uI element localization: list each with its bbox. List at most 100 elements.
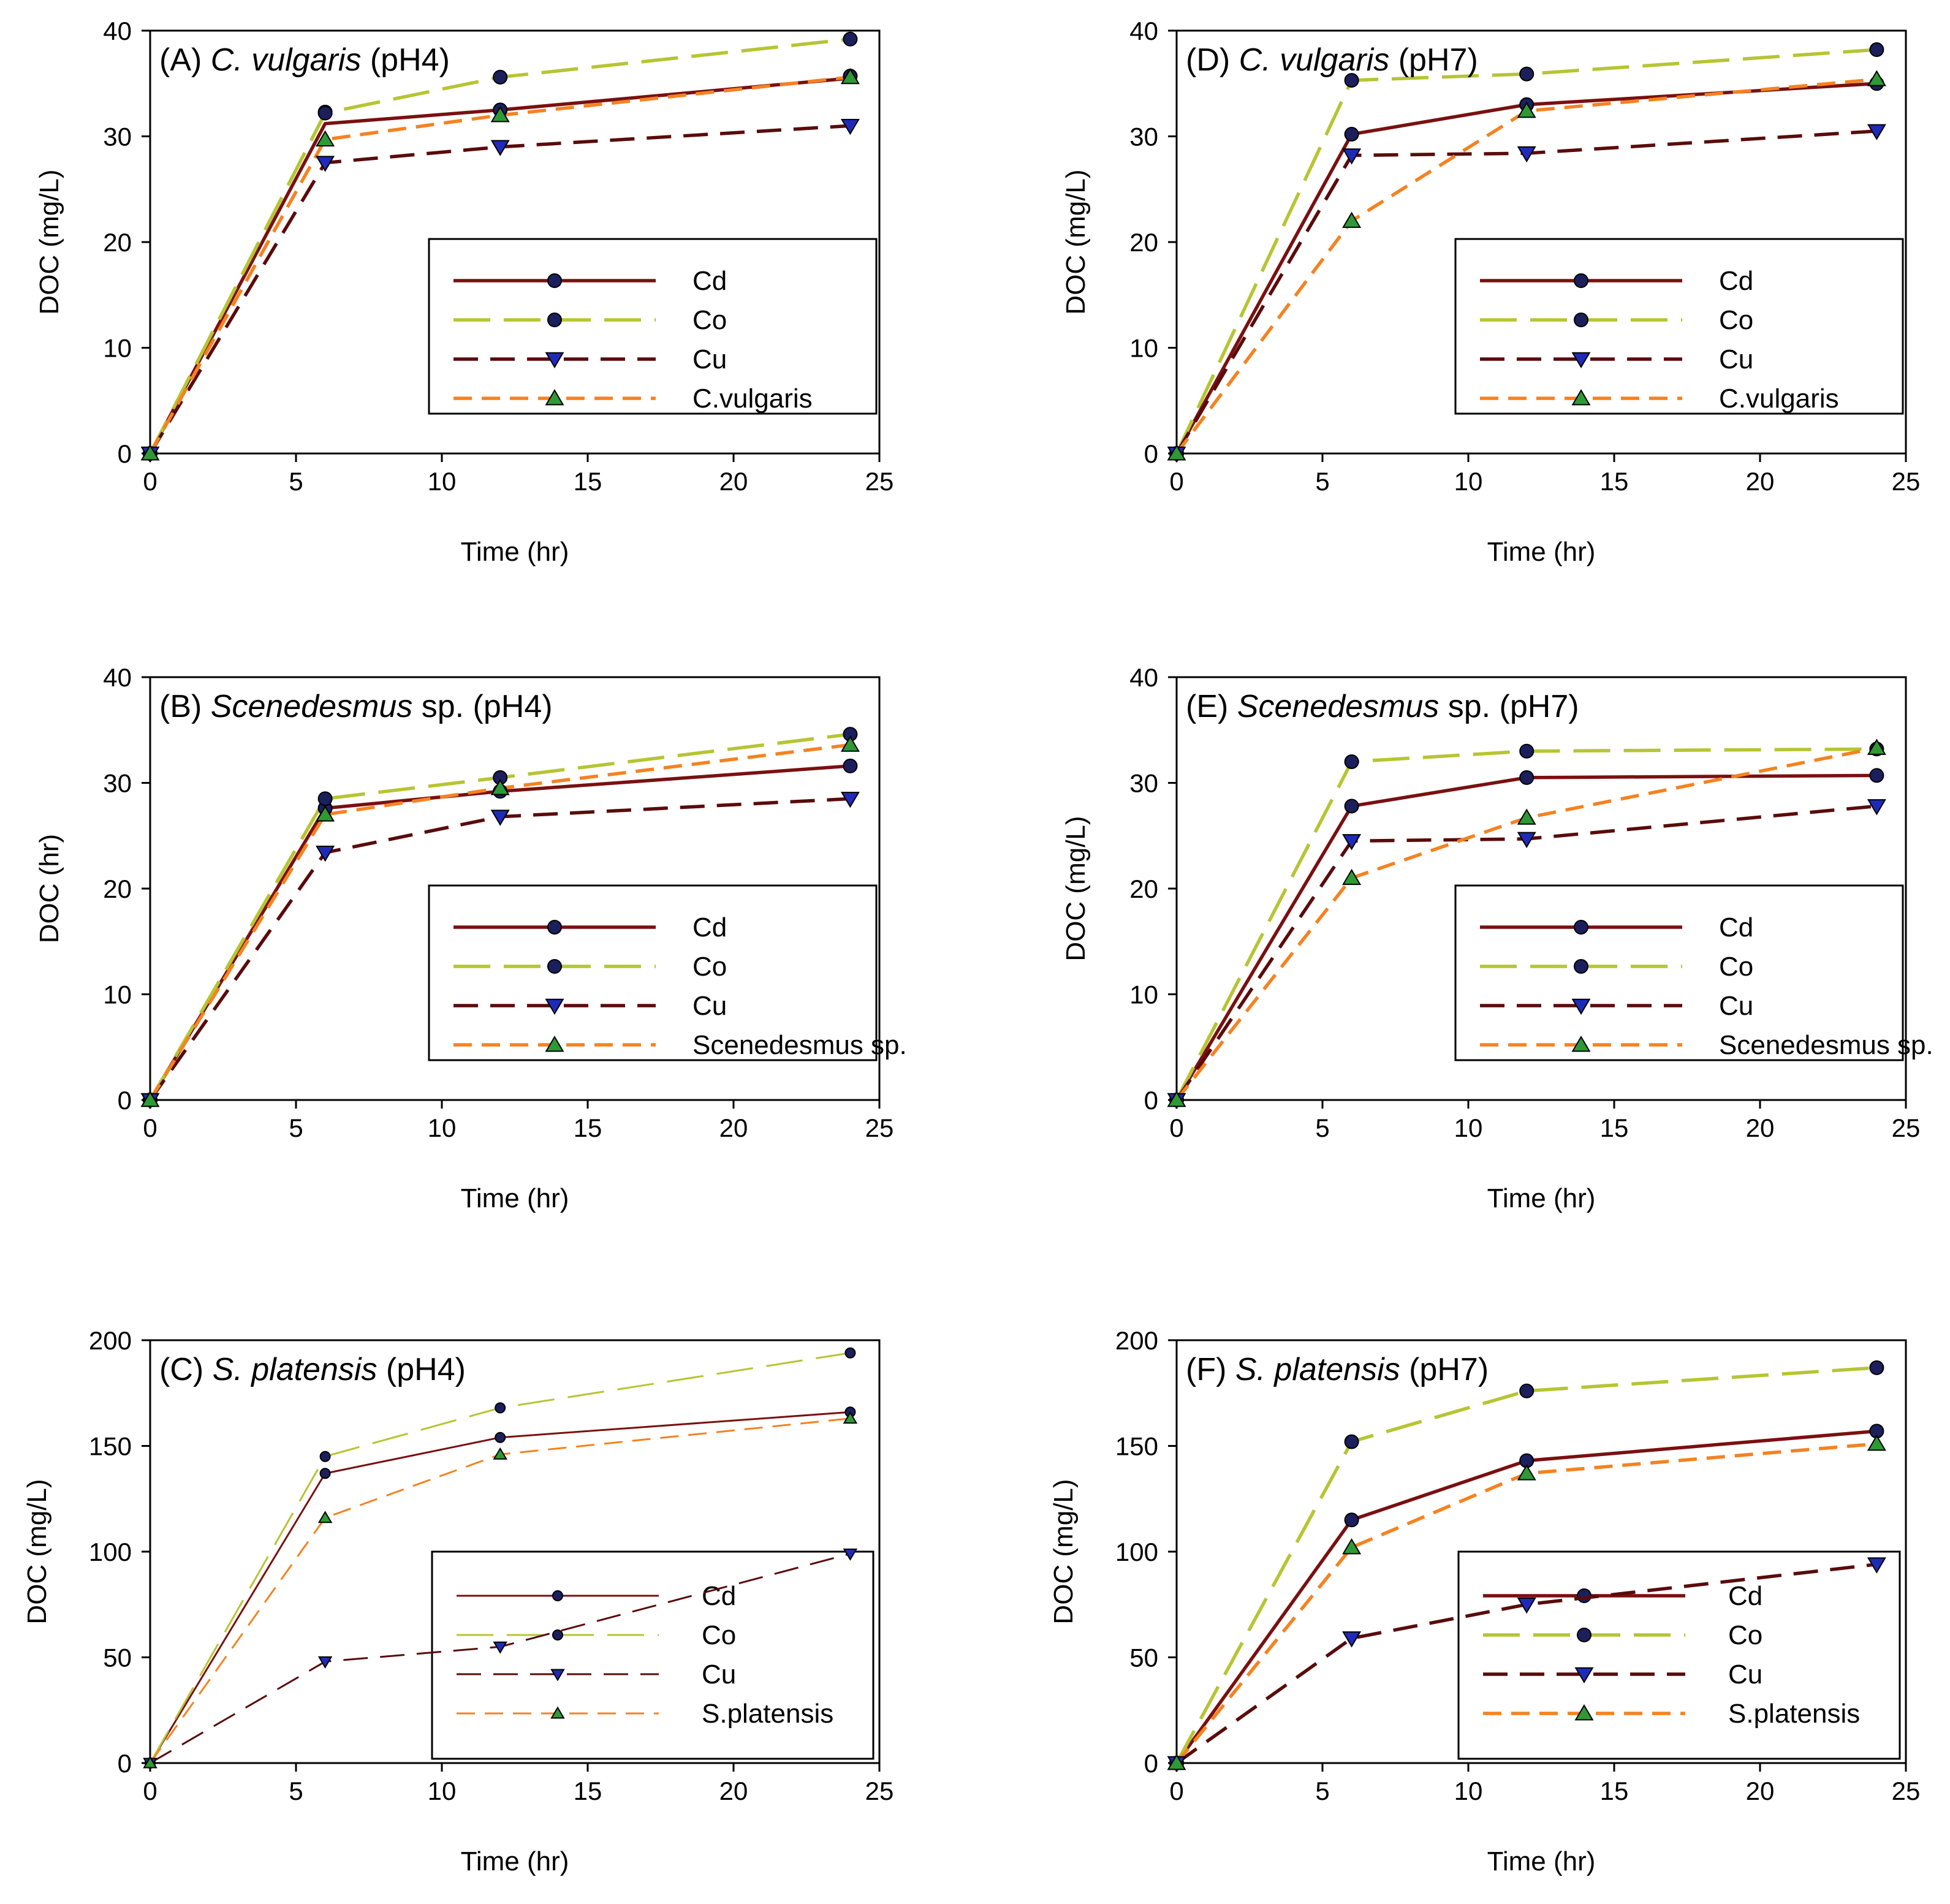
data-point-cu (316, 846, 335, 862)
data-point-cu (316, 156, 335, 172)
data-point-algae (840, 67, 860, 85)
y-axis-title: DOC (mg/L) (1049, 1479, 1079, 1624)
legend-label-cd: Cd (1728, 1581, 1762, 1611)
data-point-cu (1867, 1557, 1886, 1574)
legend-marker-co (547, 959, 562, 974)
data-point-algae (316, 805, 335, 822)
x-tick-label: 0 (1169, 1777, 1183, 1805)
panel-title: (E) Scenedesmus sp. (pH7) (1186, 689, 1579, 724)
legend-marker-algae (545, 1035, 564, 1052)
series-line-co (1175, 1366, 1877, 1764)
legend: Cd Co Cu Scenedesmus sp. (1454, 884, 1933, 1061)
x-tick-label: 25 (865, 467, 894, 496)
y-axis-title: DOC (mg/L) (22, 1479, 52, 1624)
x-tick-label: 20 (1746, 1777, 1775, 1805)
y-tick-label: 30 (1129, 123, 1158, 151)
data-point-cd (319, 1468, 331, 1479)
data-point-algae (1342, 211, 1362, 228)
data-point-algae (1342, 868, 1362, 886)
panel-title-suffix: sp. (pH7) (1439, 689, 1579, 724)
legend-marker-algae (1571, 1035, 1591, 1052)
data-point-cu (1342, 1631, 1362, 1648)
series-line-cd (1175, 82, 1877, 455)
panel-title-prefix: (B) (159, 689, 211, 724)
data-point-cu (490, 810, 510, 826)
legend-label-cu: Cu (692, 344, 727, 374)
data-point-cd (843, 758, 858, 773)
panel-title-prefix: (F) (1186, 1352, 1235, 1387)
panel-title-organism: Scenedesmus (1237, 689, 1440, 724)
x-tick-label: 10 (428, 1113, 457, 1142)
data-point-cu (1867, 799, 1886, 816)
x-tick-label: 20 (1746, 467, 1775, 496)
legend-marker-algae (550, 1706, 565, 1719)
data-point-cd (1344, 798, 1359, 814)
data-point-algae (490, 105, 510, 123)
y-tick-label: 10 (1129, 980, 1158, 1009)
x-axis-title: Time (hr) (461, 1183, 569, 1213)
panel-title-suffix: sp. (pH4) (412, 689, 552, 724)
legend-label-cu: Cu (1719, 344, 1753, 374)
x-tick-label: 0 (1169, 1113, 1183, 1142)
series-line-algae (149, 1417, 851, 1764)
x-tick-label: 5 (1315, 1113, 1329, 1142)
x-axis-title: Time (hr) (461, 1846, 569, 1876)
legend-label-cu: Cu (1719, 991, 1753, 1021)
data-point-cu (1867, 124, 1886, 140)
legend-label-cd: Cd (702, 1581, 736, 1611)
panel-title-organism: S. platensis (213, 1352, 377, 1387)
data-point-cu (317, 1656, 333, 1669)
y-tick-label: 40 (1129, 17, 1158, 45)
legend-marker-co (552, 1629, 563, 1640)
x-tick-label: 5 (289, 1113, 303, 1142)
legend-marker-cu (1571, 998, 1591, 1015)
series-line-cu (148, 124, 851, 455)
legend-box (428, 884, 878, 1061)
legend-marker-co (1577, 1628, 1591, 1642)
y-tick-label: 20 (1129, 874, 1158, 903)
y-tick-label: 20 (1129, 228, 1158, 257)
data-point-algae (1517, 808, 1536, 825)
panel-title-organism: S. platensis (1235, 1352, 1400, 1387)
x-axis-title: Time (hr) (1487, 537, 1596, 567)
series-line-co (1175, 48, 1877, 455)
data-point-algae (1342, 1538, 1362, 1555)
legend-label-algae: C.vulgaris (1719, 384, 1839, 414)
panel-title: (A) C. vulgaris (pH4) (159, 42, 450, 78)
y-tick-label: 150 (89, 1432, 132, 1461)
panel-title-prefix: (E) (1186, 689, 1237, 724)
x-tick-label: 15 (574, 1113, 602, 1142)
y-axis-title: DOC (mg/L) (1061, 816, 1091, 961)
panel-c: 0 5 10 15 20 25 0 50 100 150 200 Time (hr) DOC (mg/L… (22, 1326, 893, 1876)
series-line-algae (1175, 746, 1877, 1101)
x-tick-label: 10 (428, 467, 457, 496)
x-tick-label: 15 (1600, 467, 1629, 496)
x-tick-label: 5 (1315, 467, 1329, 496)
data-point-co (1869, 42, 1884, 58)
panel-title: (C) S. platensis (pH4) (159, 1352, 466, 1387)
legend-marker-co (547, 313, 562, 327)
y-tick-label: 10 (1129, 334, 1158, 363)
y-tick-label: 200 (89, 1326, 132, 1355)
legend-label-algae: S.platensis (702, 1699, 833, 1729)
data-point-algae (1167, 1090, 1186, 1107)
legend-label-cu: Cu (1728, 1659, 1762, 1690)
panel-a: 0 5 10 15 20 25 0 10 20 30 40 Time (hr) DOC (mg/L) Cd… (34, 17, 893, 567)
panel-b: 0 5 10 15 20 25 0 10 20 30 40 Time (hr) DOC (hr) Cd Co… (34, 663, 907, 1213)
series-line-cu (148, 797, 851, 1101)
x-tick-label: 5 (289, 1777, 303, 1805)
legend-label-algae: Scenedesmus sp. (1719, 1030, 1933, 1060)
data-point-cu (490, 140, 510, 156)
y-axis-title: DOC (hr) (34, 834, 64, 943)
legend-marker-cu (1574, 1667, 1594, 1684)
series-line-algae (148, 75, 851, 455)
series-line-co (148, 37, 851, 455)
legend-label-algae: Scenedesmus sp. (692, 1030, 907, 1060)
series-line-co (1175, 747, 1877, 1101)
data-point-co (1519, 743, 1535, 759)
x-tick-label: 15 (574, 1777, 602, 1805)
data-point-cd (495, 1432, 506, 1443)
legend-marker-cu (545, 352, 564, 369)
legend-label-co: Co (1719, 305, 1753, 335)
